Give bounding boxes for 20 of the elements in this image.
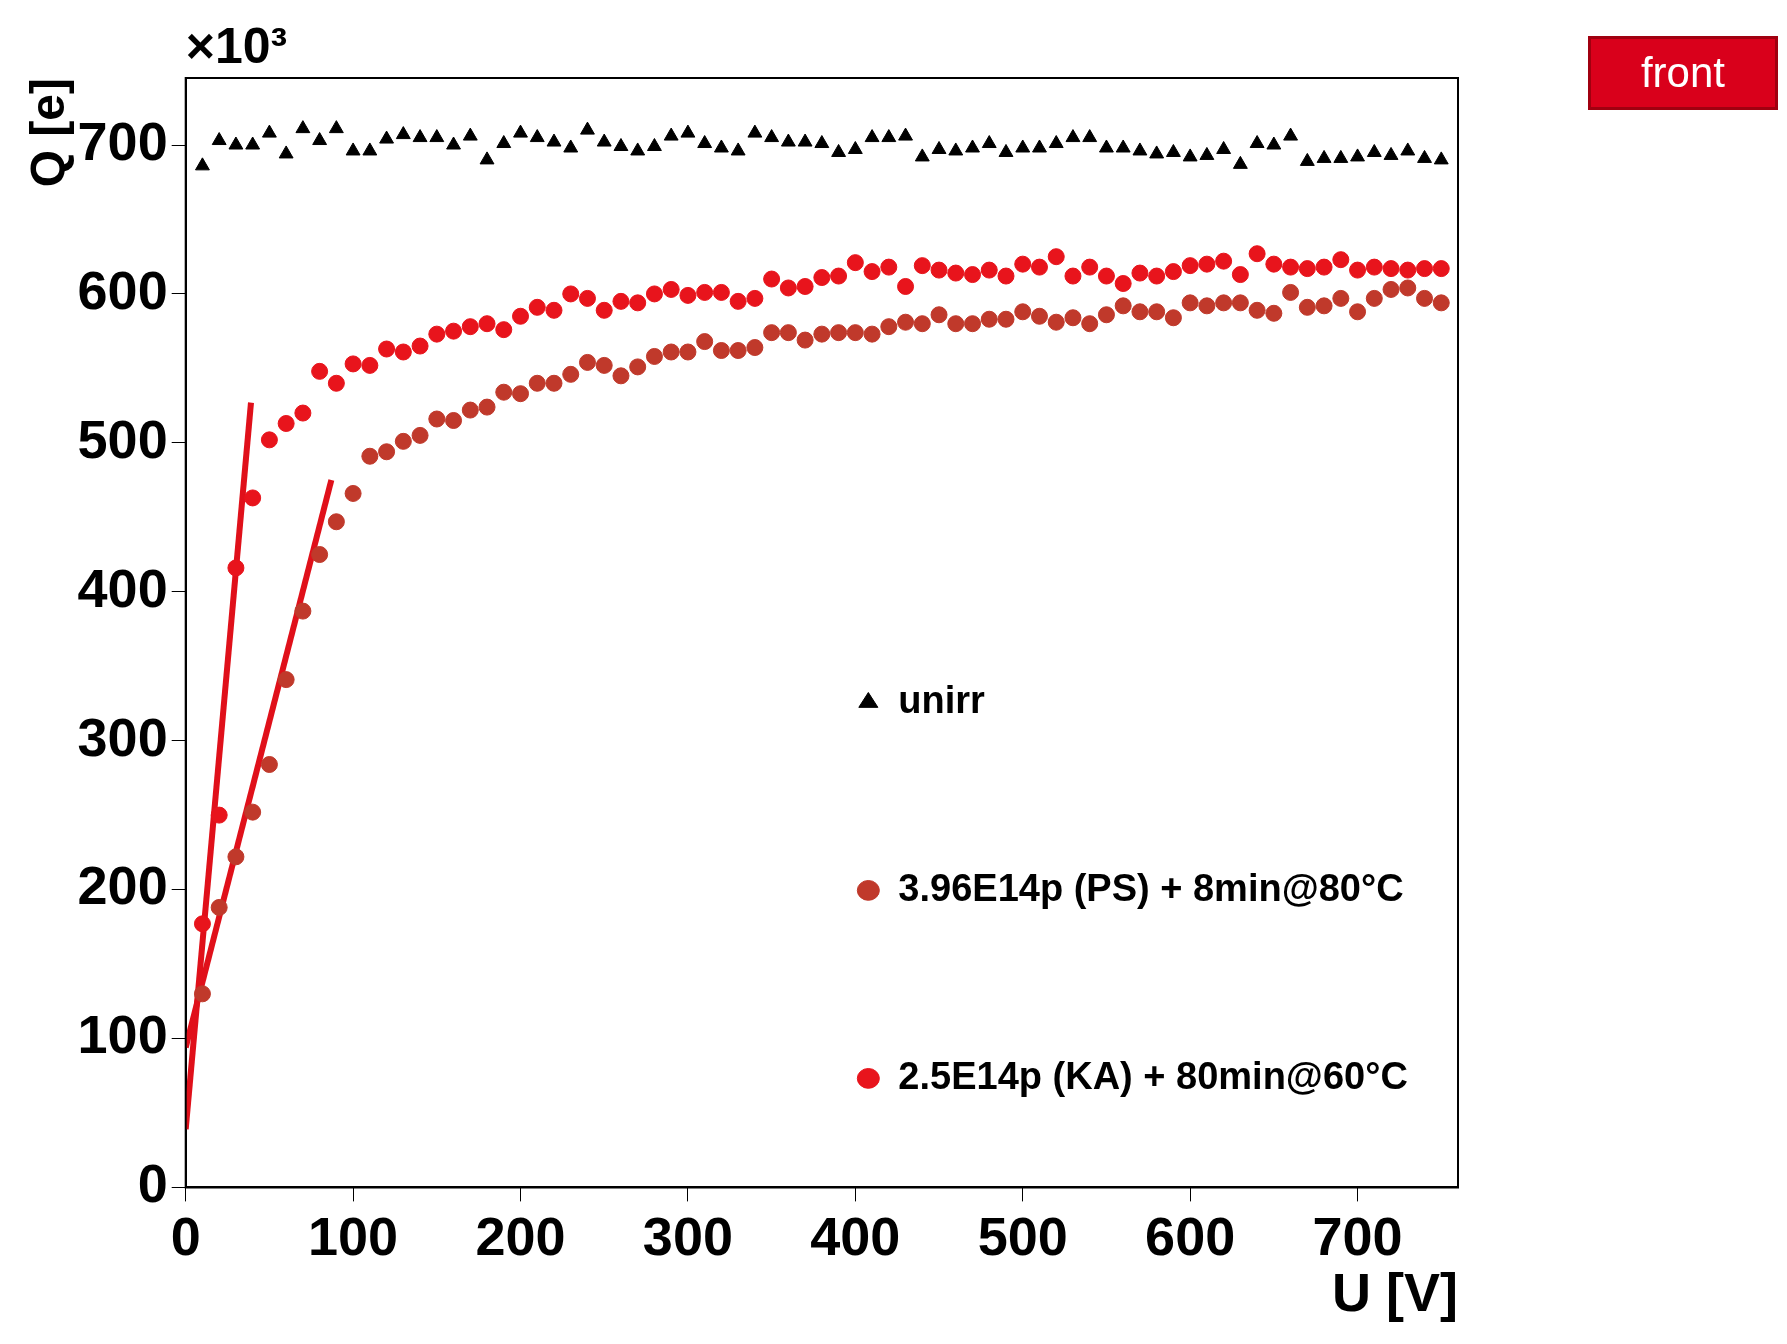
y-tick-label: 300 (77, 706, 168, 767)
legend-label: unirr (898, 678, 986, 721)
x-tick-label: 300 (642, 1205, 733, 1266)
x-tick-label: 400 (810, 1205, 901, 1266)
legend-label: 2.5E14p (KA) + 80min@60°C (898, 1054, 1408, 1097)
x-tick-label: 100 (308, 1205, 399, 1266)
y-tick-label: 700 (77, 110, 168, 171)
y-tick-label: 100 (77, 1004, 168, 1065)
x-tick-label: 200 (475, 1205, 566, 1266)
y-tick-label: 500 (77, 408, 168, 469)
y-tick-label: 600 (77, 259, 168, 320)
y-tick-label: 200 (77, 855, 168, 916)
text: front (1587, 36, 1778, 110)
y-axis-title: Q [e] (21, 78, 75, 188)
y-tick-label: 0 (137, 1153, 168, 1214)
text: ×10³ (185, 17, 288, 74)
x-tick-label: 600 (1145, 1205, 1236, 1266)
x-tick-label: 500 (977, 1205, 1068, 1266)
legend-label: 3.96E14p (PS) + 8min@80°C (898, 866, 1404, 909)
y-tick-label: 400 (77, 557, 168, 618)
